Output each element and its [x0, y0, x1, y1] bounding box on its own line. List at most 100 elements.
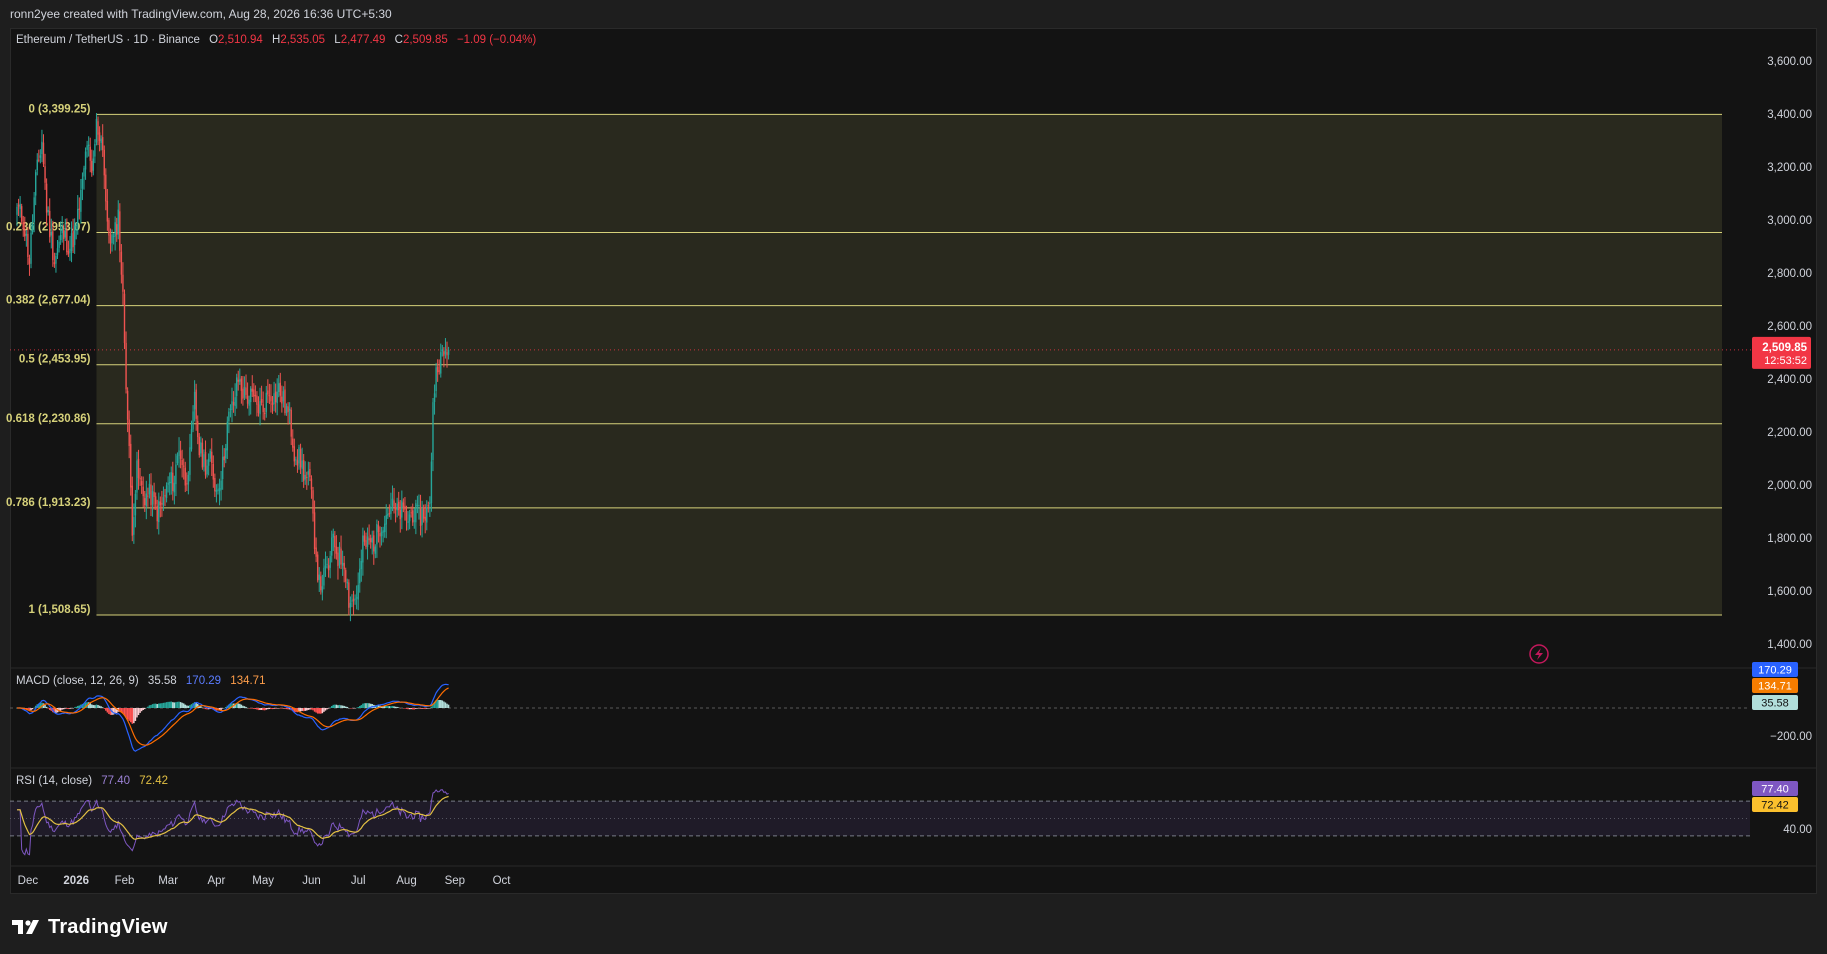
high-key: H: [272, 34, 281, 46]
candle-body: [404, 505, 406, 510]
macd-signal-value: 134.71: [230, 675, 266, 687]
macd-histogram-bar: [421, 708, 423, 709]
candle-body: [383, 523, 386, 533]
macd-histogram-bar: [200, 706, 202, 708]
rsi-ma-value: 72.42: [139, 775, 169, 787]
macd-histogram-bar: [424, 708, 426, 710]
candle-body: [278, 383, 280, 393]
candle-body: [243, 386, 246, 398]
tradingview-logo-icon: [12, 920, 39, 934]
candle-body: [206, 465, 208, 475]
macd-histogram-bar: [310, 708, 313, 710]
open-key: O: [209, 34, 219, 46]
candle-body: [257, 404, 260, 413]
macd-legend[interactable]: MACD (close, 12, 26, 9) 35.58 170.29 134…: [16, 675, 265, 687]
footer-brand[interactable]: TradingView: [12, 912, 168, 942]
candle-body: [150, 484, 152, 506]
candle-body: [349, 602, 352, 608]
candle-body: [95, 118, 98, 143]
fib-level-label: 1 (1,508.65): [28, 604, 90, 616]
candle-body: [385, 515, 387, 525]
candle-body: [184, 467, 186, 486]
candle-body: [164, 494, 166, 497]
macd-histogram-bar: [239, 703, 241, 708]
macd-histogram-bar: [352, 708, 355, 709]
candle-body: [321, 586, 324, 593]
candle-body: [77, 208, 79, 224]
macd-title[interactable]: MACD (close, 12, 26, 9): [16, 675, 139, 687]
macd-histogram-bar: [237, 703, 239, 708]
candle-body: [123, 293, 126, 344]
candle-body: [365, 540, 367, 548]
candle-body: [306, 476, 308, 478]
time-axis-tick: Jul: [351, 875, 366, 887]
macd-histogram-bar: [39, 703, 42, 708]
candle-body: [83, 168, 85, 177]
rsi-ma-value-label: 72.42: [1761, 800, 1789, 812]
macd-histogram-bar: [151, 704, 154, 708]
macd-histogram-bar: [262, 708, 264, 711]
macd-histogram-bar: [170, 701, 172, 708]
candle-body: [264, 412, 266, 414]
candle-body: [366, 536, 369, 547]
candle-body: [329, 556, 331, 568]
rsi-title[interactable]: RSI (14, close): [16, 775, 93, 787]
candle-body: [422, 507, 425, 519]
candle-body: [204, 452, 207, 476]
macd-histogram-bar: [214, 708, 216, 711]
candle-body: [126, 390, 129, 420]
candle-body: [161, 502, 163, 505]
candle-body: [281, 396, 283, 404]
macd-hist-value: 35.58: [147, 675, 177, 687]
macd-histogram-bar: [84, 702, 87, 708]
candle-body: [312, 490, 314, 514]
candle-body: [220, 480, 222, 490]
candle-body: [66, 230, 68, 253]
candle-body: [405, 510, 408, 521]
macd-histogram-bar: [430, 706, 433, 708]
candle-body: [130, 443, 132, 488]
candle-body: [165, 485, 168, 498]
candle-body: [399, 509, 401, 520]
macd-histogram-bar: [61, 708, 63, 710]
macd-histogram-bar: [318, 708, 321, 714]
time-axis-tick: Aug: [396, 875, 416, 887]
macd-histogram-bar: [115, 708, 118, 714]
price-axis-tick: 2,200.00: [1767, 427, 1812, 439]
macd-histogram-bar: [58, 708, 60, 712]
candle-body: [229, 409, 232, 411]
symbol-title[interactable]: Ethereum / TetherUS · 1D · Binance: [16, 34, 200, 46]
macd-histogram-bar: [83, 703, 85, 708]
macd-histogram-bar: [38, 703, 40, 708]
macd-histogram-bar: [368, 703, 370, 708]
macd-histogram-bar: [334, 704, 336, 708]
candle-body: [145, 493, 148, 507]
candle-body: [265, 392, 267, 413]
macd-histogram-bar: [156, 704, 158, 708]
symbol-legend[interactable]: Ethereum / TetherUS · 1D · Binance O2,51…: [16, 34, 536, 46]
rsi-legend[interactable]: RSI (14, close) 77.40 72.42: [16, 775, 168, 787]
macd-histogram-bar: [256, 708, 258, 710]
macd-histogram-bar: [433, 701, 436, 708]
candle-body: [167, 482, 169, 485]
candle-body: [271, 402, 274, 405]
macd-histogram-bar: [443, 701, 445, 708]
rsi-value: 77.40: [101, 775, 131, 787]
macd-histogram-bar: [413, 708, 416, 710]
candle-body: [232, 402, 235, 406]
candle-body: [334, 536, 336, 548]
macd-histogram-bar: [77, 705, 79, 708]
candle-body: [371, 537, 373, 543]
candle-body: [235, 377, 238, 396]
lightning-icon: [1529, 644, 1549, 664]
macd-histogram-bar: [41, 702, 43, 708]
candle-body: [125, 342, 127, 390]
macd-axis-tick: −200.00: [1770, 731, 1812, 743]
macd-histogram-bar: [268, 708, 271, 709]
candle-body: [117, 209, 119, 235]
macd-histogram-bar: [218, 708, 221, 711]
macd-histogram-bar: [436, 699, 439, 708]
fib-level-label: 0 (3,399.25): [28, 103, 90, 115]
candle-body: [193, 391, 196, 410]
